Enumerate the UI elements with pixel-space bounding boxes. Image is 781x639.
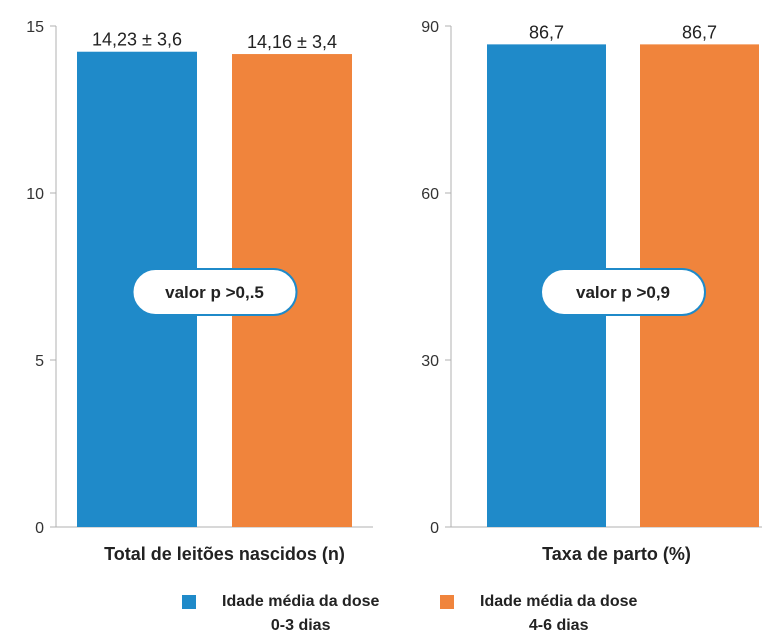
x-axis-label: Taxa de parto (%) (542, 544, 691, 564)
bar-charts: 0 5 10 15 14,23 ± 3,6 14,16 ± 3,4 valor p >0,.… (26, 19, 762, 564)
legend-label: Idade média da dose 0-3 dias (222, 593, 380, 634)
data-label: 86,7 (682, 22, 717, 42)
p-value-text: valor p >0,9 (576, 283, 670, 302)
y-tick-label: 90 (421, 19, 439, 36)
y-tick-label: 5 (35, 353, 44, 370)
legend-label: Idade média da dose 4-6 dias (480, 593, 638, 634)
legend-swatch-blue (182, 595, 196, 609)
p-value-text: valor p >0,.5 (165, 283, 264, 302)
y-tick-label: 30 (421, 353, 439, 370)
y-tick-label: 0 (430, 520, 439, 537)
p-value-badge (131, 268, 298, 316)
x-axis-label: Total de leitões nascidos (n) (104, 544, 345, 564)
y-tick-label: 60 (421, 186, 439, 203)
legend-item-4-6-dias: Idade média da dose 4-6 dias (440, 590, 637, 638)
data-label: 86,7 (529, 22, 564, 42)
data-label: 14,23 ± 3,6 (92, 30, 182, 50)
data-label: 14,16 ± 3,4 (247, 32, 337, 52)
legend: Idade média da dose 0-3 dias Idade média… (0, 590, 781, 639)
y-tick-label: 15 (26, 19, 44, 36)
legend-swatch-orange (440, 595, 454, 609)
legend-item-0-3-dias: Idade média da dose 0-3 dias (182, 590, 379, 638)
y-tick-label: 10 (26, 186, 44, 203)
y-tick-label: 0 (35, 520, 44, 537)
p-value-badge (540, 268, 706, 316)
